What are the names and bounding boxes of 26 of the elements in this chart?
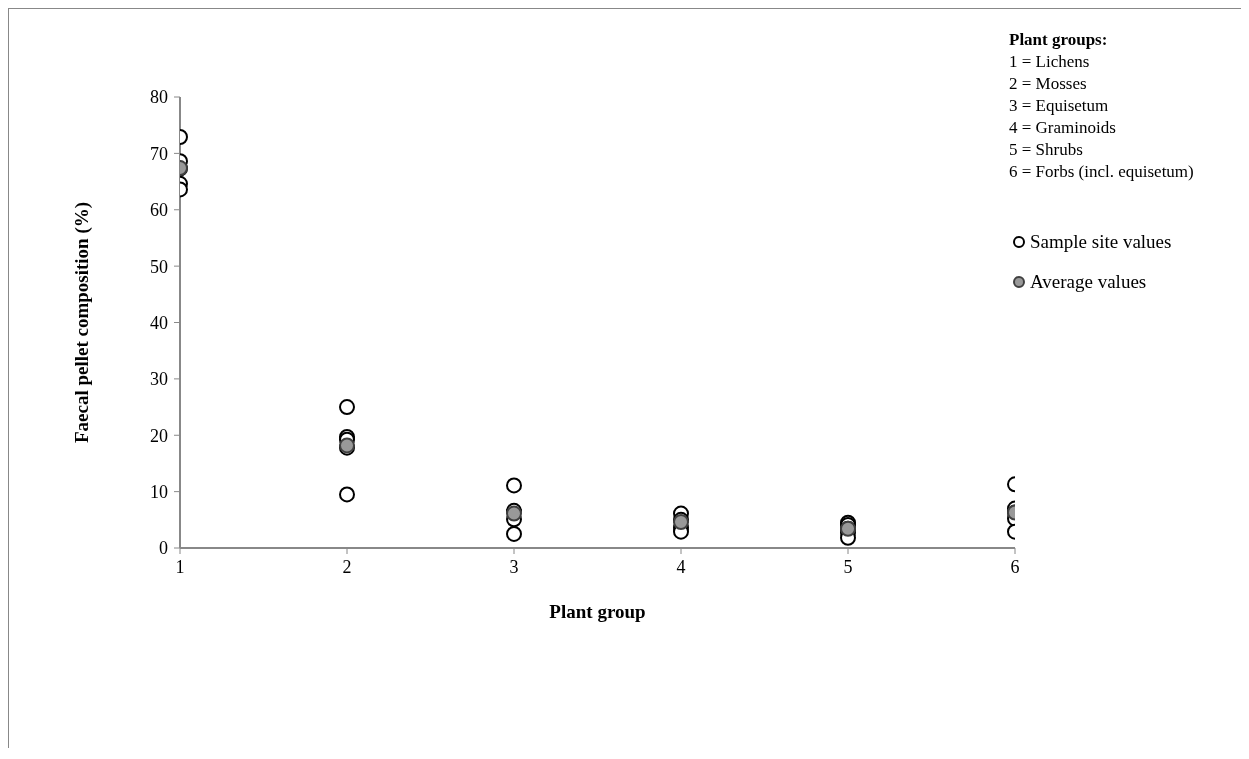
annotation: 6 = Forbs (incl. equisetum) xyxy=(1009,161,1194,183)
text: 1 = Lichens xyxy=(1009,51,1091,73)
y-tick-label: 50 xyxy=(150,256,168,277)
y-tick-label: 40 xyxy=(150,312,168,333)
text: 2 = Mosses xyxy=(1009,73,1088,95)
y-tick-label: 0 xyxy=(159,538,168,559)
y-tick-label: 30 xyxy=(150,369,168,390)
x-tick-label: 6 xyxy=(1010,556,1020,577)
y-tick-label: 80 xyxy=(150,87,168,108)
x-tick-label: 2 xyxy=(342,556,352,577)
y-tick-label: 70 xyxy=(150,143,168,164)
annotation: 4 = Graminoids xyxy=(1009,117,1117,139)
legend-label: Sample site values xyxy=(1030,231,1172,253)
x-tick-label: 4 xyxy=(676,556,686,577)
y-tick-label: 10 xyxy=(150,482,168,503)
y-axis-title: Faecal pellet composition (%) xyxy=(70,201,93,444)
legend-label: Average values xyxy=(1030,271,1147,293)
y-tick-label: 20 xyxy=(150,425,168,446)
text: Plant groups: xyxy=(1009,29,1109,51)
x-tick-label: 5 xyxy=(843,556,853,577)
x-axis-title: Plant group xyxy=(549,601,646,622)
x-tick-label: 3 xyxy=(509,556,519,577)
y-tick-label: 60 xyxy=(150,200,168,221)
annotation: 5 = Shrubs xyxy=(1009,139,1084,161)
annotation: 3 = Equisetum xyxy=(1009,95,1110,117)
x-tick-label: 1 xyxy=(175,556,185,577)
